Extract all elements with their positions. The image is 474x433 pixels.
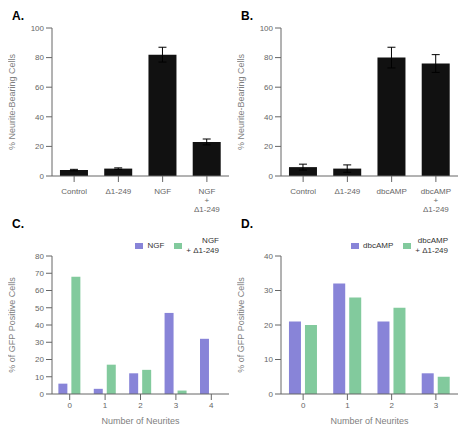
- svg-text:Number of Neurites: Number of Neurites: [330, 416, 409, 424]
- svg-text:60: 60: [35, 286, 44, 295]
- svg-text:30: 30: [35, 338, 44, 347]
- svg-text:40: 40: [35, 113, 44, 122]
- html-text:dbcAMP + Δ1-249: dbcAMP + Δ1-249: [415, 236, 448, 255]
- svg-text:4: 4: [209, 401, 214, 410]
- svg-text:1: 1: [345, 401, 350, 410]
- svg-text:20: 20: [35, 355, 44, 364]
- html-text:B.: B.: [241, 9, 253, 23]
- svg-text:40: 40: [264, 252, 273, 261]
- svg-text:50: 50: [35, 304, 44, 313]
- svg-text:Δ1-249: Δ1-249: [105, 187, 131, 196]
- svg-text:30: 30: [264, 286, 273, 295]
- html-text:C.: C.: [12, 217, 24, 231]
- svg-text:70: 70: [35, 269, 44, 278]
- svg-text:10: 10: [264, 355, 273, 364]
- svg-text:3: 3: [174, 401, 179, 410]
- svg-text:0: 0: [40, 390, 45, 399]
- svg-text:0: 0: [269, 390, 274, 399]
- svg-text:60: 60: [264, 83, 273, 92]
- svg-text:Δ1-249: Δ1-249: [334, 187, 360, 196]
- svg-text:0: 0: [40, 172, 45, 181]
- svg-text:% of GFP Positive Cells: % of GFP Positive Cells: [237, 277, 246, 373]
- svg-text:Number of Neurites: Number of Neurites: [101, 416, 180, 424]
- svg-text:80: 80: [264, 53, 273, 62]
- svg-text:dbcAMP: dbcAMP: [377, 187, 407, 196]
- svg-text:% Neurite-Bearing Cells: % Neurite-Bearing Cells: [8, 53, 17, 150]
- svg-text:20: 20: [264, 142, 273, 151]
- svg-text:40: 40: [264, 113, 273, 122]
- svg-text:1: 1: [103, 401, 108, 410]
- svg-text:60: 60: [35, 83, 44, 92]
- svg-text:20: 20: [264, 321, 273, 330]
- svg-text:0: 0: [269, 172, 274, 181]
- svg-text:% of GFP Positive Cells: % of GFP Positive Cells: [8, 277, 17, 373]
- svg-text:100: 100: [31, 24, 45, 33]
- html-text:D.: D.: [241, 217, 253, 231]
- svg-text:% Neurite-Bearing Cells: % Neurite-Bearing Cells: [237, 53, 246, 150]
- svg-text:Control: Control: [61, 187, 87, 196]
- svg-text:100: 100: [260, 24, 274, 33]
- svg-text:40: 40: [35, 321, 44, 330]
- html-text:dbcAMP: dbcAMP: [363, 241, 394, 250]
- html-text:NGF + Δ1-249: NGF + Δ1-249: [186, 236, 219, 255]
- svg-text:2: 2: [138, 401, 143, 410]
- svg-text:NGF+Δ1-249: NGF+Δ1-249: [194, 187, 220, 214]
- html-text:A.: A.: [12, 9, 24, 23]
- svg-text:80: 80: [35, 252, 44, 261]
- html-text:NGF: NGF: [147, 241, 165, 250]
- svg-text:80: 80: [35, 53, 44, 62]
- svg-text:NGF: NGF: [154, 187, 171, 196]
- svg-text:10: 10: [35, 373, 44, 382]
- svg-text:0: 0: [301, 401, 306, 410]
- svg-text:Control: Control: [290, 187, 316, 196]
- svg-text:0: 0: [67, 401, 72, 410]
- svg-text:20: 20: [35, 142, 44, 151]
- svg-text:3: 3: [434, 401, 439, 410]
- svg-text:dbcAMP+Δ1-249: dbcAMP+Δ1-249: [421, 187, 451, 214]
- svg-text:2: 2: [389, 401, 394, 410]
